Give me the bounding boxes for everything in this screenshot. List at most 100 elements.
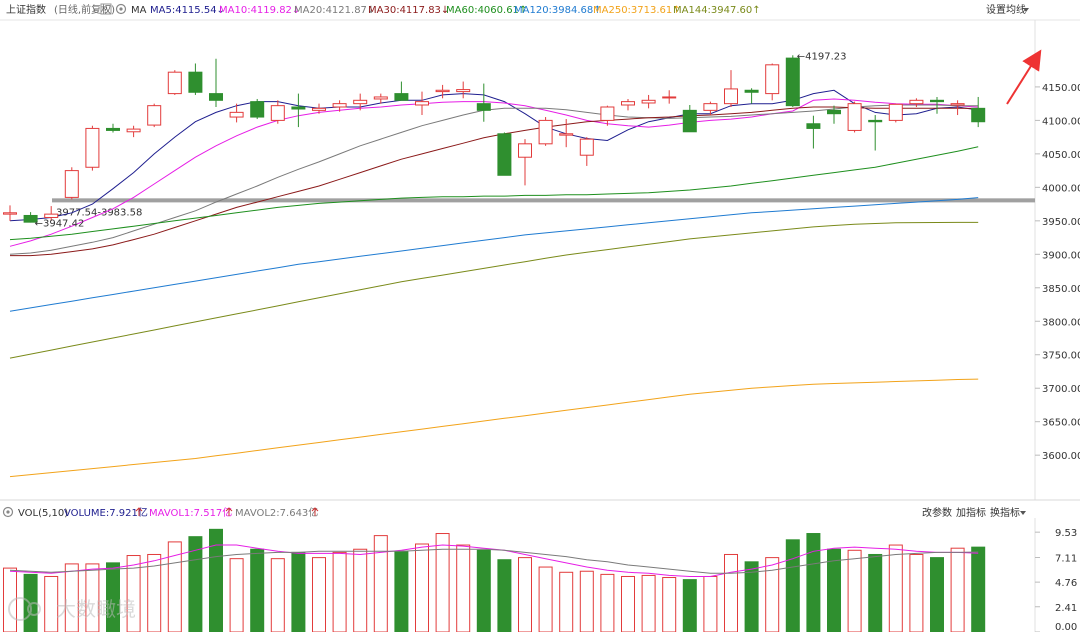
settings-gear-icon[interactable] — [115, 3, 127, 15]
candle-body-down — [106, 127, 120, 131]
candle-body-up — [950, 103, 965, 106]
candle-body-down — [930, 99, 944, 103]
candle-body-up — [518, 143, 532, 158]
volume-bar — [579, 570, 594, 632]
candle — [23, 212, 38, 223]
trend-arrow — [1006, 49, 1042, 105]
ma-line-ma30 — [10, 106, 979, 257]
candle-body-down — [682, 109, 697, 133]
candle — [394, 81, 409, 101]
volume-bar — [682, 579, 697, 632]
candle — [64, 167, 79, 200]
candle-body-up — [373, 96, 388, 100]
candle-body-up — [641, 99, 656, 104]
vol-tick-label: 7.11 — [1055, 554, 1077, 565]
candle-body-up — [909, 99, 924, 105]
candle — [44, 206, 59, 221]
volume-bar — [600, 573, 615, 632]
change-params-button[interactable]: 改参数 — [922, 506, 952, 519]
candle-body-down — [188, 71, 203, 93]
ma-line-ma60 — [9, 146, 979, 241]
mavol2-up-arrow-icon — [311, 507, 319, 516]
reference-band-rect — [52, 198, 1035, 203]
candle — [456, 81, 471, 99]
candle — [765, 63, 780, 101]
volume-bar — [85, 563, 100, 632]
volume-bar — [662, 577, 677, 632]
y-tick-label: 3650.00 — [1042, 418, 1080, 429]
volume-bar — [827, 548, 841, 632]
candle — [229, 103, 244, 123]
y-tick-label: 3950.00 — [1042, 217, 1080, 228]
candle-body-up — [126, 128, 141, 133]
help-box[interactable] — [100, 3, 112, 15]
candle — [785, 55, 800, 107]
candle-body-up — [724, 88, 738, 105]
candle-body-up — [888, 103, 903, 121]
candle-body-down — [806, 123, 821, 129]
volume-bar — [167, 541, 182, 632]
candle-body-down — [785, 57, 800, 107]
ma-legend-item: MA120:3984.68↑ — [514, 5, 602, 16]
candle-body-up — [64, 170, 79, 198]
volume-bar — [291, 551, 306, 632]
mavol1-value: MAVOL1:7.517亿 — [149, 506, 232, 519]
volume-value: VOLUME:7.921亿 — [64, 506, 148, 519]
volume-bar — [270, 558, 285, 632]
switch-indicator-button[interactable]: 换指标 — [990, 506, 1020, 519]
candle — [373, 93, 388, 104]
price-y-axis: 4150.00 4100.00 4050.00 4000.00 3950.00 3900.… — [1035, 83, 1080, 462]
candle — [332, 100, 347, 112]
candle — [435, 84, 450, 99]
y-tick-label: 3600.00 — [1042, 451, 1080, 462]
volume-bar — [250, 548, 265, 632]
candle-body-up — [332, 103, 347, 108]
add-indicator-button[interactable]: 加指标 — [956, 506, 986, 519]
candle — [250, 98, 265, 120]
ma-settings-button[interactable]: 设置均线 — [986, 3, 1026, 16]
candle — [188, 63, 203, 95]
ma-line-ma144 — [9, 221, 979, 359]
y-tick-label: 4000.00 — [1042, 183, 1080, 194]
candle — [538, 117, 553, 146]
volume-ma-lines — [9, 544, 979, 577]
candle-body-down — [394, 93, 409, 101]
volume-up-arrow-icon — [135, 507, 143, 516]
candle — [847, 101, 862, 133]
volume-bar — [312, 557, 326, 632]
candle-body-up — [559, 133, 574, 136]
volume-bar — [950, 547, 965, 632]
mavol2-value: MAVOL2:7.643亿 — [235, 506, 318, 519]
candle — [971, 96, 986, 128]
candle — [950, 100, 965, 116]
volume-bar — [147, 553, 162, 632]
ma-line-ma250 — [9, 378, 979, 478]
volume-gear-icon[interactable] — [2, 506, 14, 518]
volume-bar — [353, 548, 368, 632]
volume-bar — [785, 539, 800, 632]
candle — [806, 115, 821, 149]
volume-bar — [806, 533, 821, 632]
candle — [600, 105, 615, 126]
volume-bar — [44, 575, 59, 632]
candle-body-up — [456, 89, 471, 93]
vol-tick-label: 0.00 — [1055, 622, 1077, 632]
ma-legend-item: MA250:3713.61↑ — [593, 5, 681, 16]
candle-body-up — [270, 105, 285, 121]
volume-bar — [497, 559, 512, 632]
volume-bar — [229, 558, 244, 632]
watermark: 大数瞰境 — [8, 597, 136, 621]
watermark-logo-icon — [8, 597, 32, 621]
volume-bar — [703, 575, 718, 632]
y-tick-label: 3800.00 — [1042, 317, 1080, 328]
y-tick-label: 3750.00 — [1042, 351, 1080, 362]
volume-bar — [909, 553, 924, 632]
indicator-dropdown-icon[interactable] — [1020, 511, 1026, 515]
help-mark[interactable]: ? — [103, 6, 108, 16]
candle-body-down — [868, 119, 883, 123]
ma-settings-dropdown-icon[interactable] — [1023, 8, 1029, 12]
vol-label: VOL(5,10) — [18, 508, 68, 519]
ma-line-ma120 — [9, 197, 979, 312]
candle — [559, 119, 574, 148]
